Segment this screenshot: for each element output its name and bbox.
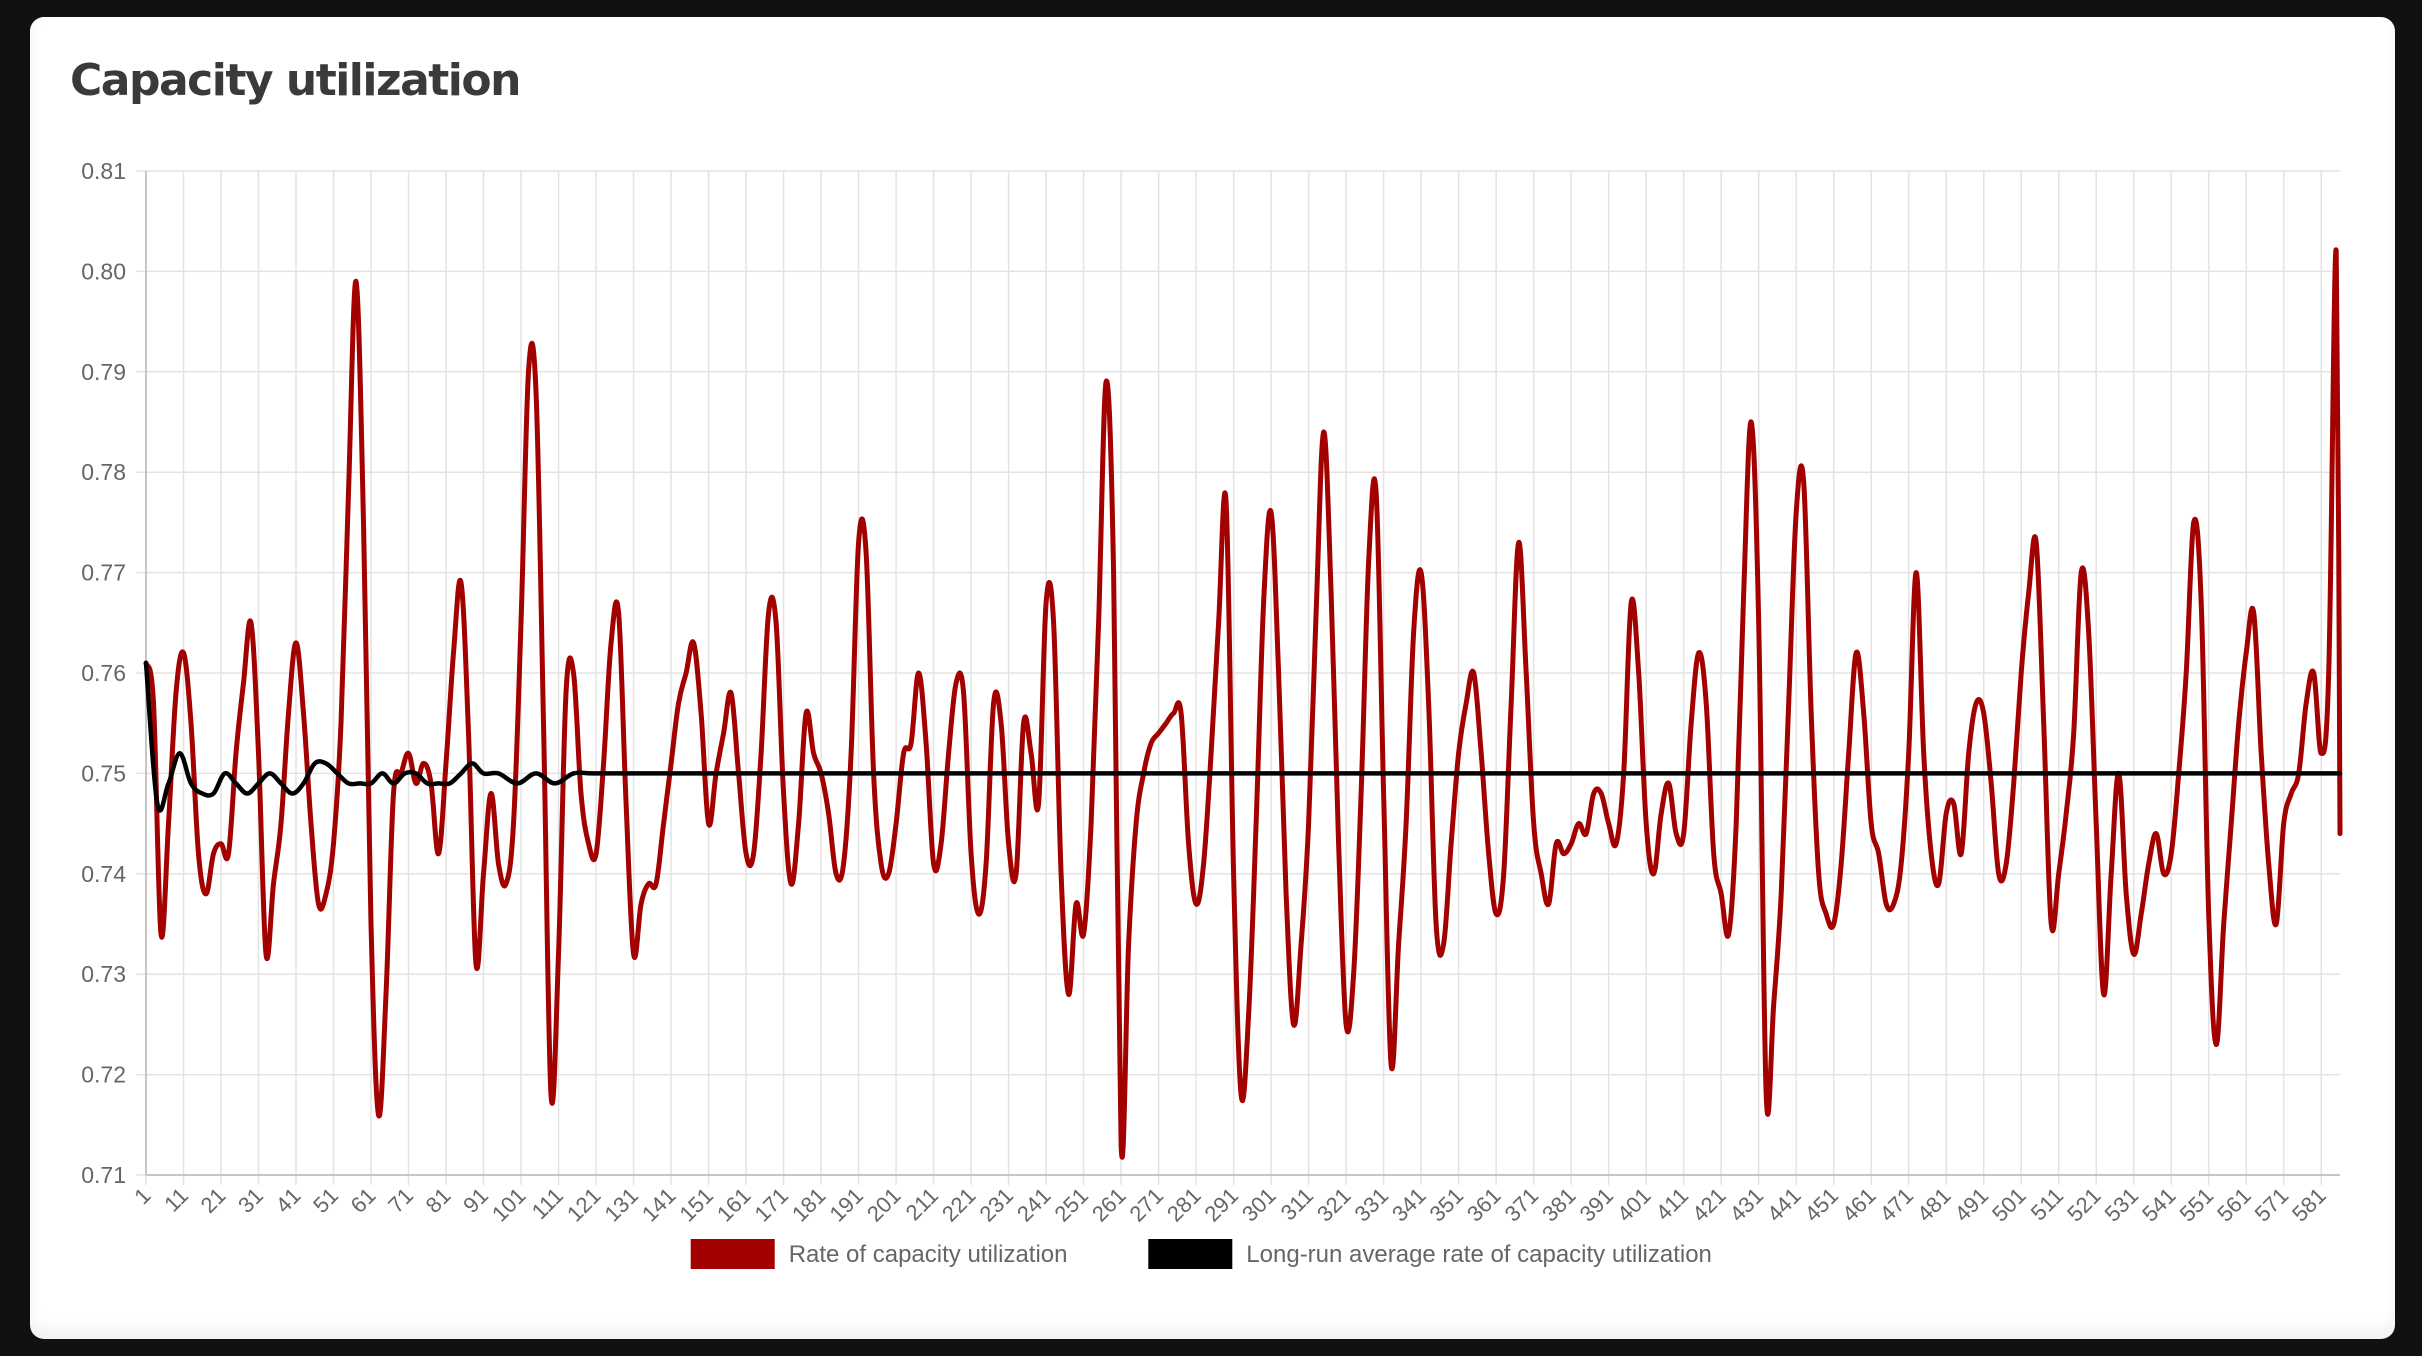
x-tick-label: 391: [1575, 1183, 1619, 1227]
legend-item: Long-run average rate of capacity utiliz…: [1148, 1239, 1712, 1269]
x-tick-label: 521: [2062, 1183, 2106, 1227]
x-tick-label: 531: [2100, 1183, 2144, 1227]
legend-label: Long-run average rate of capacity utiliz…: [1246, 1241, 1712, 1268]
x-tick-label: 221: [937, 1183, 981, 1227]
legend-swatch: [1148, 1239, 1233, 1269]
series-line-utilization: [143, 247, 2343, 1160]
y-tick-label: 0.80: [81, 258, 126, 284]
x-tick-label: 461: [1837, 1183, 1881, 1227]
x-tick-label: 411: [1651, 1183, 1693, 1225]
x-tick-label: 511: [2026, 1183, 2068, 1225]
x-tick-label: 281: [1162, 1183, 1206, 1227]
legend-label: Rate of capacity utilization: [789, 1241, 1068, 1268]
chart-series: [143, 247, 2343, 1160]
x-tick-label: 541: [2137, 1183, 2181, 1227]
x-tick-label: 311: [1276, 1183, 1318, 1225]
y-tick-label: 0.78: [81, 459, 126, 485]
x-tick-label: 1: [129, 1183, 155, 1209]
x-tick-label: 381: [1537, 1183, 1581, 1227]
x-tick-label: 231: [974, 1183, 1018, 1227]
x-tick-label: 451: [1800, 1183, 1844, 1227]
x-tick-label: 301: [1237, 1183, 1281, 1227]
y-tick-label: 0.74: [81, 861, 126, 887]
x-tick-label: 71: [383, 1183, 418, 1218]
x-tick-label: 291: [1200, 1183, 1244, 1227]
x-tick-label: 161: [712, 1183, 756, 1227]
x-tick-label: 401: [1612, 1183, 1656, 1227]
x-tick-label: 121: [562, 1183, 606, 1227]
x-tick-label: 501: [1987, 1183, 2031, 1227]
x-tick-label: 331: [1350, 1183, 1394, 1227]
x-tick-label: 111: [527, 1183, 568, 1224]
y-tick-label: 0.77: [81, 560, 126, 586]
chart-legend: Rate of capacity utilization Long-run ave…: [690, 1239, 1712, 1269]
x-tick-label: 481: [1912, 1183, 1956, 1227]
x-axis-ticks: 1 11 21 31 41 51 61 71 81 91101111121131141151161…: [129, 1183, 2331, 1227]
x-tick-label: 21: [196, 1183, 231, 1218]
x-tick-label: 241: [1012, 1183, 1056, 1227]
line-chart: 0.71 0.72 0.73 0.74 0.75 0.76 0.77 0.78 0.79 0.80…: [81, 158, 2343, 1269]
y-tick-label: 0.81: [81, 158, 126, 184]
y-tick-label: 0.72: [81, 1062, 126, 1088]
x-tick-label: 441: [1762, 1183, 1806, 1227]
x-tick-label: 51: [308, 1183, 343, 1218]
x-tick-label: 91: [458, 1183, 493, 1218]
x-tick-label: 471: [1875, 1183, 1919, 1227]
x-tick-label: 31: [233, 1183, 268, 1218]
x-tick-label: 551: [2175, 1183, 2219, 1227]
legend-item: Rate of capacity utilization: [690, 1239, 1068, 1269]
x-tick-label: 361: [1462, 1183, 1506, 1227]
x-tick-label: 191: [824, 1183, 868, 1227]
y-tick-label: 0.75: [81, 760, 126, 786]
chart-card: Capacity utilization 0.71 0.72 0.73 0.74 0.7…: [30, 17, 2395, 1339]
x-tick-label: 141: [637, 1183, 681, 1227]
x-tick-label: 211: [901, 1183, 943, 1225]
x-tick-label: 171: [749, 1183, 793, 1227]
x-tick-label: 561: [2212, 1183, 2256, 1227]
x-tick-label: 421: [1687, 1183, 1731, 1227]
x-tick-label: 261: [1087, 1183, 1131, 1227]
x-tick-label: 351: [1425, 1183, 1469, 1227]
x-tick-label: 341: [1387, 1183, 1431, 1227]
y-axis-ticks: 0.71 0.72 0.73 0.74 0.75 0.76 0.77 0.78 0.79 0.80…: [81, 158, 126, 1188]
x-tick-label: 101: [487, 1183, 531, 1227]
x-tick-label: 181: [787, 1183, 831, 1227]
chart-title: Capacity utilization: [70, 55, 521, 106]
x-tick-label: 491: [1950, 1183, 1994, 1227]
x-tick-label: 581: [2287, 1183, 2331, 1227]
chart-grid: [136, 170, 2340, 1185]
x-tick-label: 271: [1125, 1183, 1169, 1227]
y-tick-label: 0.79: [81, 359, 126, 385]
x-tick-label: 61: [346, 1183, 381, 1218]
y-tick-label: 0.73: [81, 961, 126, 987]
x-tick-label: 11: [159, 1183, 193, 1217]
x-tick-label: 371: [1500, 1183, 1544, 1227]
x-tick-label: 431: [1725, 1183, 1769, 1227]
x-tick-label: 41: [271, 1183, 306, 1218]
x-tick-label: 131: [599, 1183, 643, 1227]
x-tick-label: 321: [1312, 1183, 1356, 1227]
y-tick-label: 0.71: [81, 1162, 126, 1188]
legend-swatch: [690, 1239, 775, 1269]
x-tick-label: 201: [862, 1183, 906, 1227]
x-tick-label: 81: [421, 1183, 456, 1218]
x-tick-label: 151: [674, 1183, 718, 1227]
y-tick-label: 0.76: [81, 660, 126, 686]
series-line-long-run-average: [143, 660, 2343, 813]
x-tick-label: 571: [2250, 1183, 2294, 1227]
x-tick-label: 251: [1050, 1183, 1094, 1227]
